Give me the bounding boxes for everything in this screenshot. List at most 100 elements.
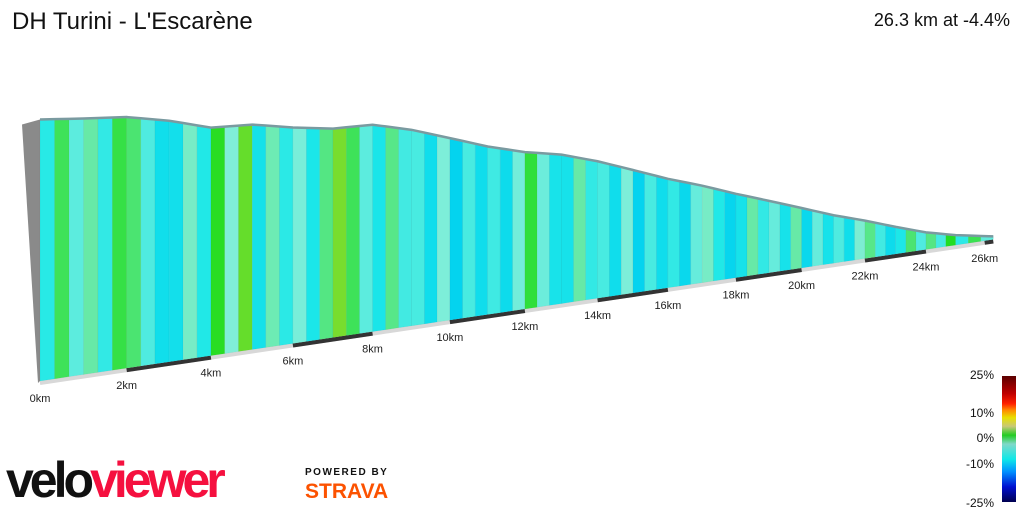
gradient-segment: [561, 154, 574, 304]
gradient-segment: [359, 124, 373, 334]
gradient-segment: [644, 172, 657, 292]
x-tick-label: 14km: [584, 310, 611, 322]
gradient-legend: 25% 10% 0% -10% -25%: [960, 368, 1024, 512]
gradient-segment: [168, 120, 184, 363]
gradient-segment: [679, 180, 692, 287]
gradient-segment: [524, 151, 538, 310]
gradient-segment: [126, 116, 142, 369]
gradient-segment: [632, 169, 645, 294]
x-tick-label: 10km: [436, 332, 463, 344]
gradient-segment: [319, 127, 334, 340]
gradient-segment: [597, 160, 610, 299]
floor-km-marker: [864, 249, 927, 263]
powered-by-label: POWERED BY: [305, 467, 389, 478]
gradient-segment: [346, 125, 360, 336]
gradient-segment: [398, 127, 412, 329]
gradient-segment: [757, 198, 770, 275]
gradient-segment: [385, 126, 399, 330]
gradient-segment: [424, 132, 438, 325]
gradient-segment: [746, 195, 759, 277]
floor-km-marker: [126, 355, 212, 373]
gradient-segment: [690, 183, 703, 285]
gradient-segment: [885, 224, 897, 256]
elevation-profile: 0km 2km 4km 6km 8km 10km 12km 14km 16km 18km 20km 2…: [22, 115, 998, 405]
veloviewer-logo: veloviewer: [6, 452, 226, 508]
gradient-segment: [474, 143, 488, 317]
gradient-segment: [210, 126, 226, 356]
gradient-segment: [251, 124, 267, 350]
x-tick-label: 8km: [362, 344, 383, 356]
gradient-segment: [812, 210, 824, 267]
gradient-segment: [724, 190, 737, 280]
gradient-segment: [713, 188, 725, 282]
gradient-segment: [915, 230, 927, 252]
gradient-segment: [224, 125, 239, 354]
gradient-segment: [292, 127, 307, 344]
gradient-segment: [549, 153, 562, 306]
gradient-segment: [182, 122, 198, 361]
gradient-segment: [621, 166, 634, 296]
gradient-segment: [864, 220, 876, 259]
gradient-segment: [536, 152, 550, 308]
gradient-segment: [905, 228, 917, 253]
legend-tick: 0%: [976, 431, 994, 445]
floor-km-marker: [449, 309, 526, 325]
x-tick-label: 26km: [971, 253, 998, 265]
gradient-segment: [822, 212, 834, 266]
gradient-segment: [372, 124, 386, 332]
x-tick-label: 24km: [913, 262, 940, 274]
gradient-segment: [573, 156, 586, 303]
x-tick-label: 12km: [511, 321, 538, 333]
gradient-segment: [935, 233, 947, 249]
gradient-segment: [68, 118, 84, 377]
gradient-segment: [306, 127, 320, 342]
gradient-segment: [667, 178, 680, 289]
gradient-segment: [833, 214, 845, 264]
gradient-segment: [39, 118, 55, 382]
gradient-segment: [735, 193, 748, 279]
gradient-segment: [140, 118, 156, 367]
gradient-segment: [97, 117, 113, 373]
x-tick-label: 4km: [201, 368, 222, 380]
gradient-segment: [265, 125, 280, 348]
gradient-segment: [512, 149, 526, 312]
gradient-segment: [875, 222, 886, 258]
gradient-segment: [54, 118, 70, 380]
gradient-segment: [238, 124, 253, 352]
gradient-segment: [449, 137, 463, 321]
page-title: DH Turini - L'Escarène: [12, 8, 253, 35]
gradient-segment: [779, 202, 792, 272]
gradient-segment: [656, 175, 669, 290]
gradient-segment: [462, 140, 476, 319]
profile-top-edge: [39, 115, 994, 238]
gradient-color-scale: [1002, 376, 1016, 502]
gradient-segment: [499, 148, 513, 313]
x-tick-label: 2km: [116, 380, 137, 392]
route-summary: 26.3 km at -4.4%: [873, 10, 1010, 30]
gradient-segment: [701, 185, 714, 284]
x-tick-label: 0km: [30, 393, 51, 405]
gradient-segment: [790, 205, 802, 270]
gradient-segment: [487, 146, 501, 315]
profile-side: [22, 119, 40, 383]
x-tick-label: 16km: [654, 300, 681, 312]
floor-km-marker: [735, 267, 802, 282]
gradient-segment: [154, 119, 170, 365]
gradient-segment: [332, 127, 347, 338]
floor-km-marker: [597, 287, 669, 303]
x-tick-label: 18km: [722, 290, 749, 302]
legend-tick: 10%: [969, 406, 994, 420]
gradient-segment: [112, 116, 127, 371]
floor-km-marker: [292, 331, 373, 348]
gradient-segment: [768, 200, 781, 274]
legend-tick: -25%: [965, 496, 994, 510]
gradient-segment: [411, 129, 425, 327]
floor-km-marker: [984, 239, 994, 245]
gradient-segment: [279, 126, 294, 346]
x-tick-label: 20km: [788, 280, 815, 292]
legend-tick: 25%: [969, 368, 994, 382]
gradient-segment: [585, 158, 598, 301]
gradient-segment: [83, 117, 99, 375]
gradient-segment: [895, 226, 907, 255]
gradient-segment: [925, 232, 937, 250]
